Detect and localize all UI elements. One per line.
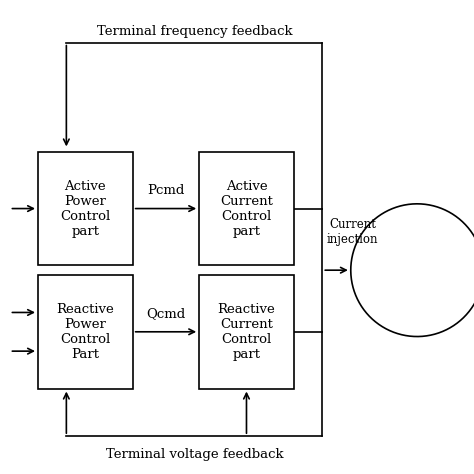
Text: Reactive
Power
Control
Part: Reactive Power Control Part [56, 303, 114, 361]
FancyBboxPatch shape [199, 275, 294, 389]
FancyBboxPatch shape [199, 152, 294, 265]
Text: Pcmd: Pcmd [147, 184, 184, 197]
Text: Reactive
Current
Control
part: Reactive Current Control part [218, 303, 275, 361]
Text: Terminal voltage feedback: Terminal voltage feedback [106, 448, 283, 461]
Text: Qcmd: Qcmd [146, 307, 185, 320]
Text: Terminal frequency feedback: Terminal frequency feedback [97, 25, 292, 38]
FancyBboxPatch shape [38, 275, 133, 389]
FancyBboxPatch shape [38, 152, 133, 265]
Text: Current
injection: Current injection [327, 219, 379, 246]
Text: Active
Current
Control
part: Active Current Control part [220, 180, 273, 237]
Text: Active
Power
Control
part: Active Power Control part [60, 180, 110, 237]
